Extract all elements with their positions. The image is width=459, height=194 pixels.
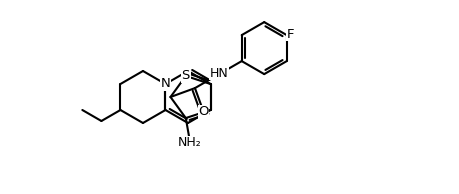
Text: S: S [181,69,190,82]
Text: O: O [198,105,208,118]
Text: N: N [160,77,170,90]
Text: NH₂: NH₂ [177,136,201,149]
Text: HN: HN [209,67,228,80]
Text: F: F [286,28,294,41]
